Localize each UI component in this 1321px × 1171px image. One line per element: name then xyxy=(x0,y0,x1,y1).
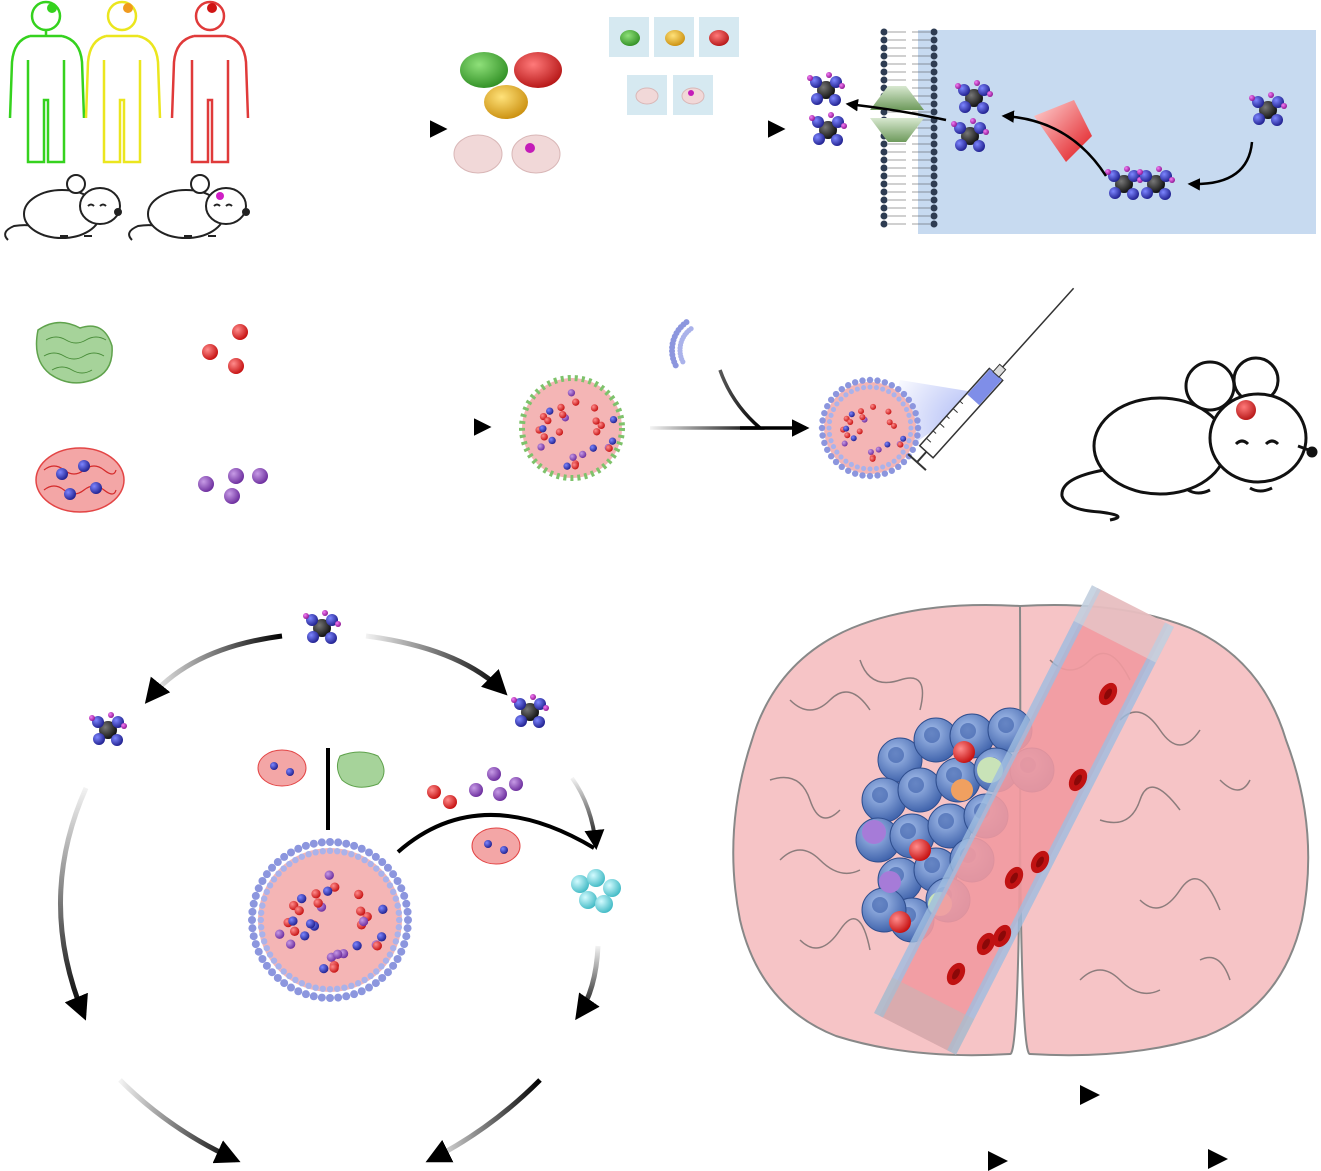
mouse-icon-tumor xyxy=(128,174,250,241)
membrane-transporter xyxy=(870,86,924,142)
protein-red-released xyxy=(471,827,521,865)
cyan-cluster xyxy=(571,869,621,913)
protein-green-small xyxy=(336,751,385,788)
tumor-red xyxy=(514,52,562,88)
purple-spheres xyxy=(198,468,268,504)
core-nanoparticle xyxy=(519,375,625,481)
red-spheres xyxy=(202,324,248,374)
blood-vessel xyxy=(874,585,1174,1055)
mouse-with-tumor xyxy=(1060,356,1318,522)
tumor-samples xyxy=(453,52,562,174)
protein-red-small xyxy=(257,749,307,787)
human-figure-yellow xyxy=(84,0,162,164)
enzyme-icon xyxy=(1034,100,1092,162)
brain-slice xyxy=(453,134,503,174)
syringe xyxy=(907,287,1075,471)
phospholipid-bilayer xyxy=(880,28,938,228)
tumor-green xyxy=(460,52,508,88)
protein-red-loaded xyxy=(35,447,125,513)
central-molecule xyxy=(303,610,341,644)
released-spheres xyxy=(427,767,523,809)
left-molecule xyxy=(89,712,127,746)
human-figure-green xyxy=(8,0,86,164)
membrane-panel xyxy=(807,28,1316,234)
red-blood-cells xyxy=(946,682,1118,986)
lipid-bilayer-fragment xyxy=(669,319,694,369)
sample-thumbnails xyxy=(609,17,739,115)
mouse-icon-plain xyxy=(4,174,122,241)
tumor-yellow xyxy=(484,85,528,119)
right-molecule xyxy=(511,694,549,728)
arrow-core-to-liposome xyxy=(650,369,765,430)
brain-slice-tumor xyxy=(511,134,561,174)
liposome xyxy=(818,376,922,480)
protein-green xyxy=(35,321,113,384)
human-figure-red xyxy=(170,0,250,164)
liposome-large xyxy=(248,838,412,1002)
